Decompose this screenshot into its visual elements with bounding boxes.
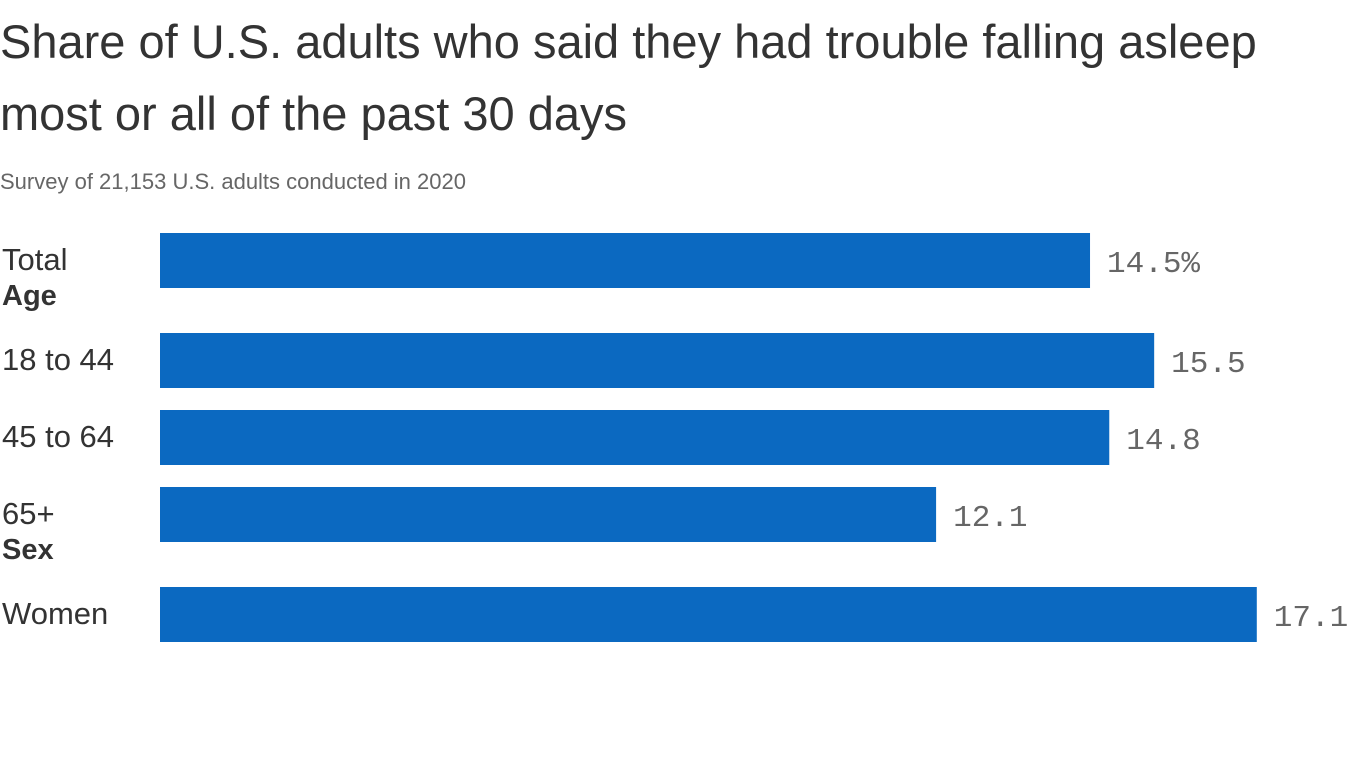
bar xyxy=(160,587,1257,642)
group-label: Sex xyxy=(2,534,54,566)
value-label: 14.5% xyxy=(1107,247,1200,282)
category-label: 18 to 44 xyxy=(2,342,114,377)
bar xyxy=(160,487,937,542)
category-label: 45 to 64 xyxy=(2,419,114,454)
group-label: Age xyxy=(2,280,57,312)
value-label: 17.1 xyxy=(1274,601,1348,636)
category-label: Women xyxy=(2,596,108,631)
value-label: 12.1 xyxy=(953,501,1027,536)
category-label: Total xyxy=(2,242,67,277)
bar xyxy=(160,233,1091,288)
bar xyxy=(160,410,1110,465)
bar xyxy=(160,333,1155,388)
chart-title: Share of U.S. adults who said they had t… xyxy=(0,15,1257,140)
value-label: 14.8 xyxy=(1126,424,1200,459)
chart-subtitle: Survey of 21,153 U.S. adults conducted i… xyxy=(0,169,466,194)
value-label: 15.5 xyxy=(1171,347,1245,382)
category-label: 65+ xyxy=(2,496,55,531)
